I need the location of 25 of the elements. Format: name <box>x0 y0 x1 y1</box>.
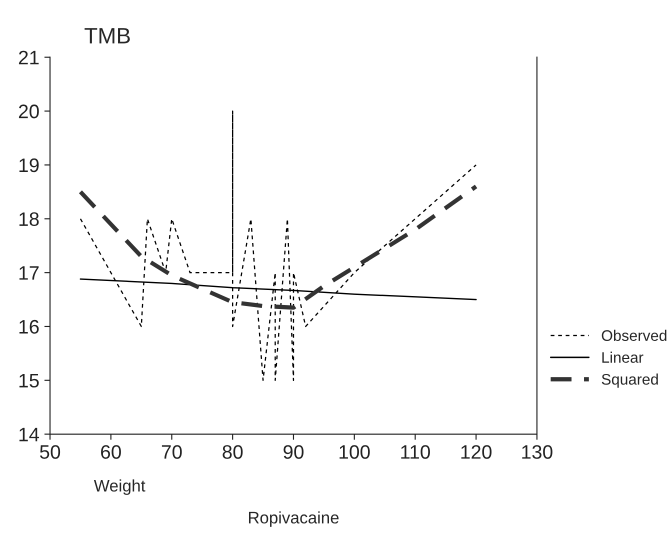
y-tick-label: 14 <box>19 428 40 442</box>
y-tick-label: 18 <box>19 212 39 226</box>
x-tick-label: 120 <box>461 445 492 459</box>
y-tick-label: 19 <box>19 158 39 172</box>
y-tick-label: 15 <box>19 374 39 388</box>
y-tick-label: 21 <box>18 50 39 64</box>
x-tick-label: 50 <box>40 445 60 459</box>
y-tick-label: 17 <box>19 266 39 280</box>
chart-title: TMB <box>84 28 130 44</box>
x-tick-label: 100 <box>340 445 370 459</box>
text: Weight <box>94 479 146 495</box>
line-series <box>78 184 478 310</box>
y-tick-label: 16 <box>19 320 39 334</box>
x-tick-label: 130 <box>522 445 552 459</box>
x-tick-label: 110 <box>401 445 430 459</box>
legend-label: Squared <box>602 374 658 388</box>
line-series <box>80 110 477 381</box>
x-tick-label: 70 <box>162 445 182 459</box>
legend-label: Observed <box>602 330 666 341</box>
x-tick-label: 80 <box>222 445 243 459</box>
x-tick-label: 90 <box>284 445 304 459</box>
x-tick-label: 60 <box>101 445 121 459</box>
y-tick-label: 20 <box>18 104 39 118</box>
legend-label: Linear <box>602 352 644 363</box>
x-axis-title: Ropivacaine <box>248 511 339 527</box>
